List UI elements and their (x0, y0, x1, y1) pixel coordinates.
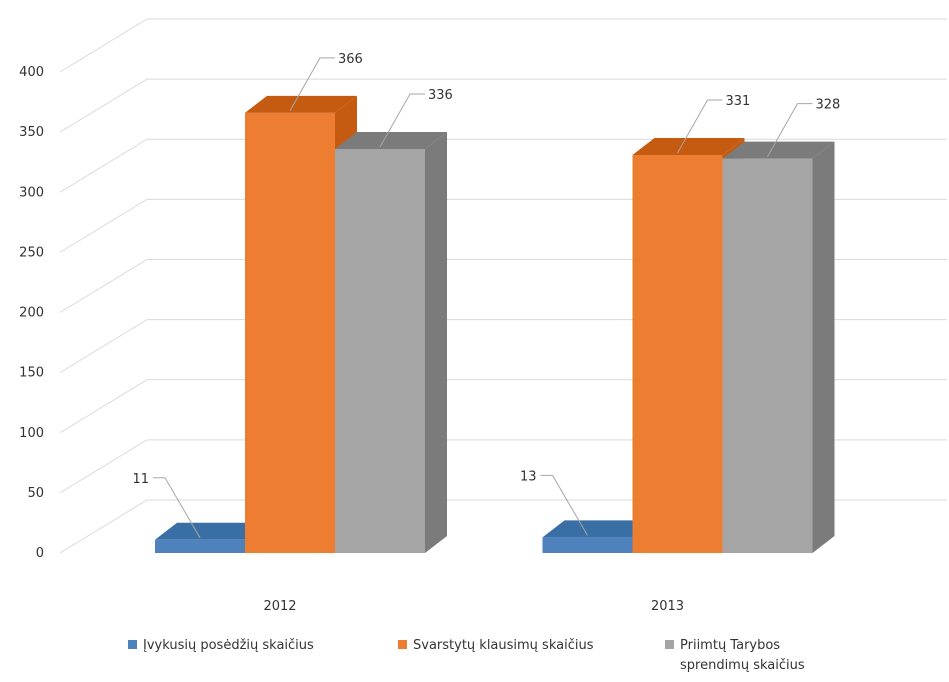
y-tick-label: 50 (27, 486, 44, 501)
data-label-leader (379, 93, 425, 148)
bar-top (722, 141, 835, 159)
data-label: 11 (132, 472, 149, 487)
legend-swatch (398, 640, 407, 649)
data-label: 13 (520, 469, 537, 484)
y-tick-label: 0 (36, 546, 44, 561)
data-label: 366 (338, 52, 363, 67)
legend-label: Priimtų Tarybos (680, 638, 780, 653)
data-label-leader (289, 57, 335, 112)
legend-label: sprendimų skaičius (680, 658, 805, 673)
bar-top (632, 137, 745, 155)
data-label-leader (540, 474, 588, 536)
bar-side (425, 131, 447, 553)
legend-swatch (128, 640, 137, 649)
bar (542, 537, 633, 553)
y-tick-label: 200 (19, 306, 44, 321)
bar (632, 154, 723, 553)
bar (335, 148, 425, 553)
y-tick-label: 400 (19, 65, 44, 80)
y-tick-label: 300 (19, 185, 44, 200)
data-label: 328 (816, 98, 841, 113)
bar (722, 158, 813, 553)
bar-top (335, 131, 447, 149)
gridline (59, 78, 947, 133)
data-label-leader (677, 99, 723, 154)
bar-top (542, 520, 655, 538)
bar (245, 112, 335, 553)
x-tick-label: 2012 (263, 599, 296, 614)
data-label: 331 (726, 94, 751, 109)
y-tick-label: 250 (19, 245, 44, 260)
bar (155, 539, 245, 553)
bar-top (245, 95, 357, 113)
legend-label: Įvykusių posėdžių skaičius (143, 638, 314, 653)
bar-top (155, 522, 267, 540)
y-tick-label: 150 (19, 366, 44, 381)
data-label-leader (767, 103, 813, 157)
data-label-leader (153, 477, 201, 539)
bar-side (812, 141, 835, 553)
y-tick-label: 100 (19, 426, 44, 441)
y-tick-label: 350 (19, 125, 44, 140)
gridline (59, 18, 947, 73)
legend-label: Svarstytų klausimų skaičius (413, 638, 594, 653)
data-label: 336 (428, 88, 453, 103)
x-tick-label: 2013 (651, 599, 684, 614)
legend-swatch (665, 640, 674, 649)
